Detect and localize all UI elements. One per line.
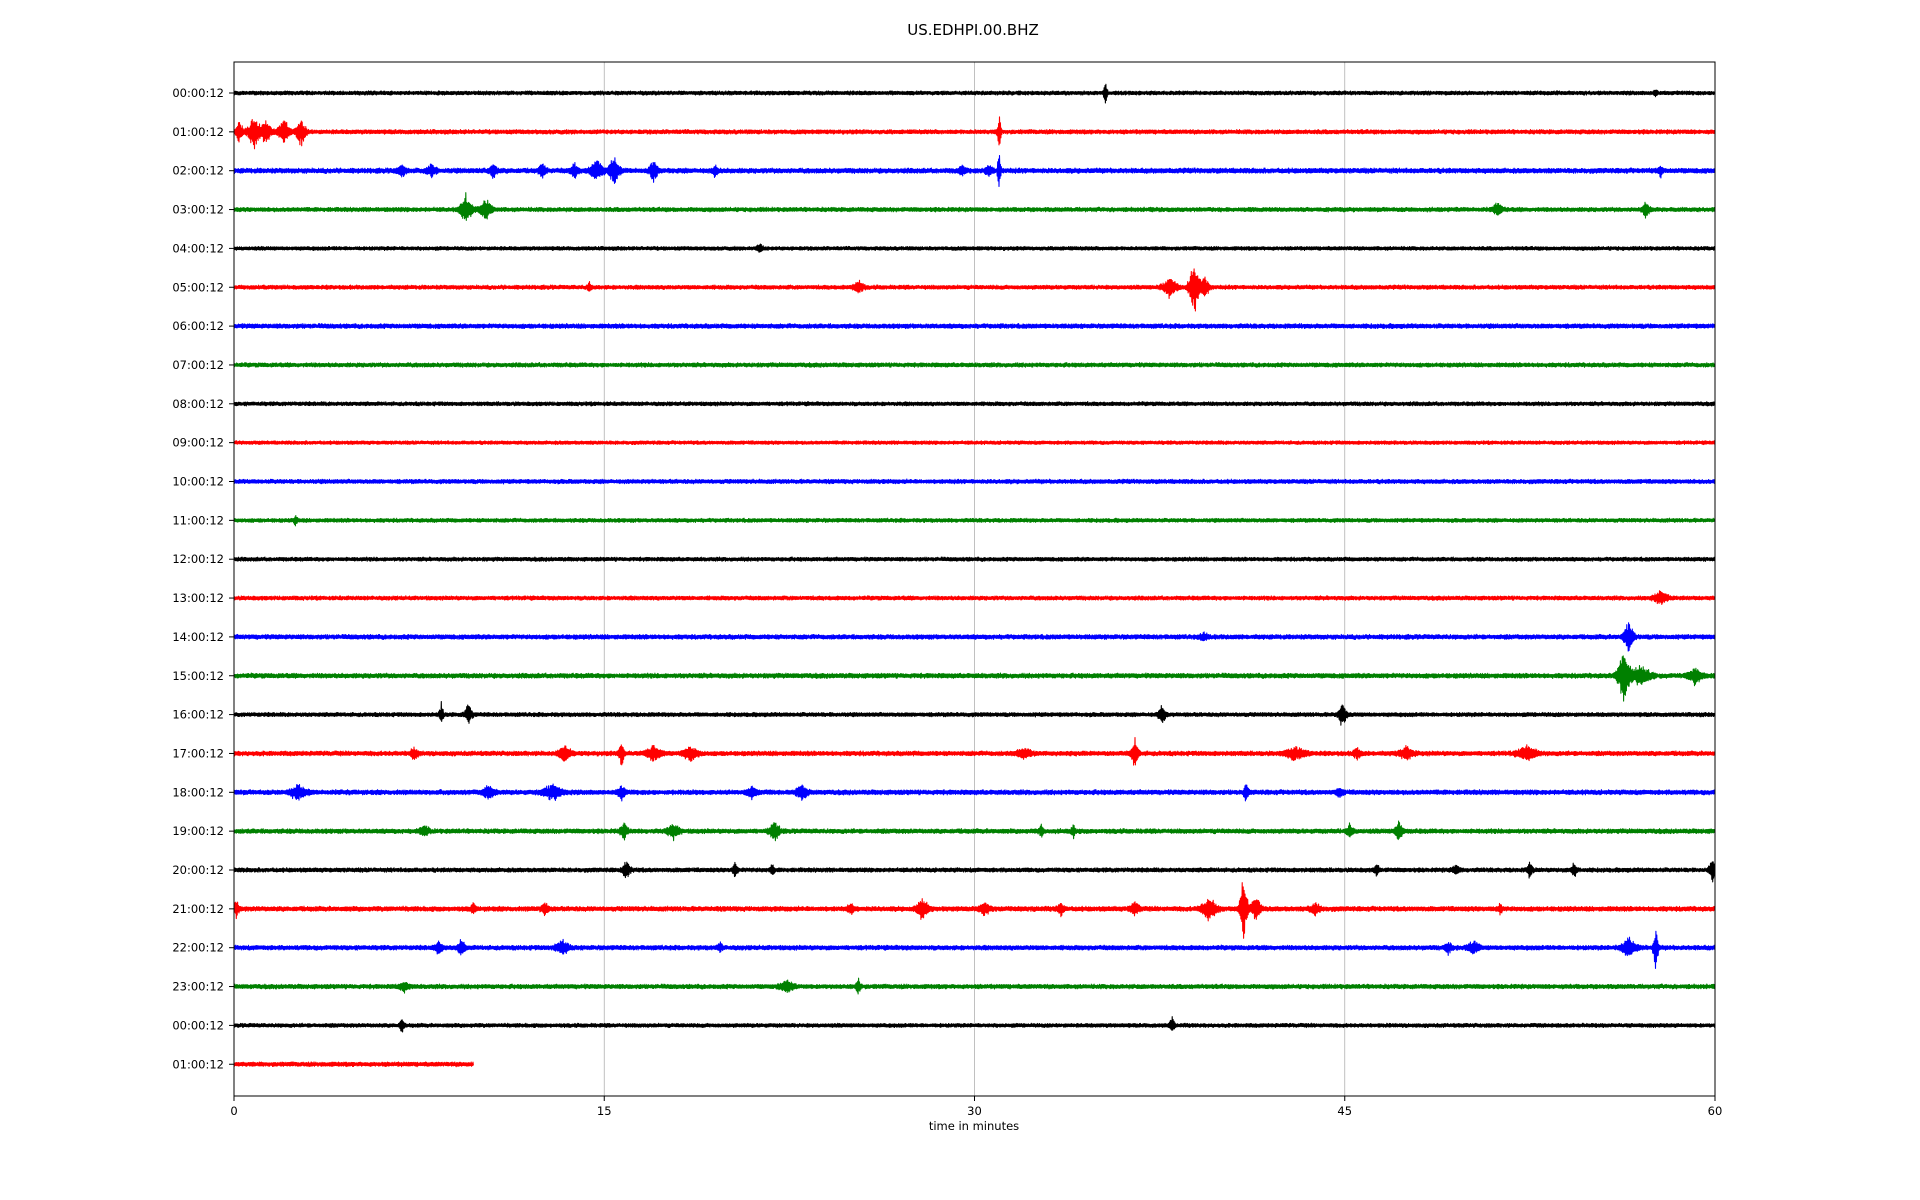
y-tick-label: 11:00:12 — [172, 513, 224, 527]
trace-line — [233, 116, 1716, 150]
trace-line — [233, 700, 1716, 726]
y-tick-label: 14:00:12 — [172, 630, 224, 644]
y-tick-label: 15:00:12 — [172, 669, 224, 683]
y-tick-label: 12:00:12 — [172, 552, 224, 566]
chart-title: US.EDHPI.00.BHZ — [907, 21, 1039, 39]
x-tick-label: 45 — [1337, 1104, 1352, 1118]
y-tick-label: 09:00:12 — [172, 436, 224, 450]
trace-line — [233, 440, 1716, 446]
trace-line — [233, 515, 1716, 527]
trace-line — [233, 478, 1716, 485]
trace-line — [233, 590, 1716, 606]
y-tick-label: 04:00:12 — [172, 241, 224, 255]
trace-line — [233, 737, 1716, 766]
y-tick-label: 19:00:12 — [172, 824, 224, 838]
trace-line — [233, 930, 1716, 969]
x-tick-label: 60 — [1708, 1104, 1723, 1118]
trace-line — [233, 83, 1716, 104]
y-tick-label: 13:00:12 — [172, 591, 224, 605]
trace-line — [233, 861, 1716, 883]
trace-line — [233, 323, 1716, 330]
trace-line — [233, 192, 1716, 221]
y-tick-label: 10:00:12 — [172, 475, 224, 489]
y-tick-label: 18:00:12 — [172, 785, 224, 799]
x-tick-label: 15 — [597, 1104, 612, 1118]
trace-line — [233, 655, 1716, 702]
y-tick-label: 17:00:12 — [172, 746, 224, 760]
grid-lines — [603, 62, 1346, 1096]
y-tick-label: 05:00:12 — [172, 280, 224, 294]
trace-line — [233, 622, 1716, 652]
x-tick-labels: 0 15 30 45 60 — [230, 1096, 1722, 1118]
trace-line — [233, 556, 1716, 562]
trace-line — [233, 1061, 474, 1068]
trace-line — [233, 820, 1716, 842]
y-tick-label: 21:00:12 — [172, 902, 224, 916]
trace-line — [233, 155, 1716, 188]
x-axis-label: time in minutes — [929, 1119, 1019, 1133]
y-tick-label: 00:00:12 — [172, 1018, 224, 1032]
trace-layer — [233, 83, 1716, 1068]
trace-line — [233, 1016, 1716, 1033]
trace-line — [233, 268, 1716, 312]
y-tick-label: 03:00:12 — [172, 203, 224, 217]
y-tick-label: 22:00:12 — [172, 941, 224, 955]
y-tick-labels: 00:00:12 01:00:12 02:00:12 03:00:12 04:00:12… — [172, 86, 234, 1071]
x-tick-label: 0 — [230, 1104, 237, 1118]
y-tick-label: 01:00:12 — [172, 125, 224, 139]
x-tick-label: 30 — [967, 1104, 982, 1118]
y-tick-label: 16:00:12 — [172, 708, 224, 722]
trace-line — [233, 882, 1716, 939]
y-tick-label: 07:00:12 — [172, 358, 224, 372]
y-tick-label: 00:00:12 — [172, 86, 224, 100]
y-tick-label: 20:00:12 — [172, 863, 224, 877]
y-tick-label: 23:00:12 — [172, 980, 224, 994]
trace-line — [233, 362, 1716, 368]
y-tick-label: 02:00:12 — [172, 164, 224, 178]
trace-line — [233, 977, 1716, 995]
y-tick-label: 06:00:12 — [172, 319, 224, 333]
trace-line — [233, 243, 1716, 253]
trace-line — [233, 783, 1716, 802]
y-tick-label: 01:00:12 — [172, 1057, 224, 1071]
y-tick-label: 08:00:12 — [172, 397, 224, 411]
trace-line — [233, 401, 1716, 407]
